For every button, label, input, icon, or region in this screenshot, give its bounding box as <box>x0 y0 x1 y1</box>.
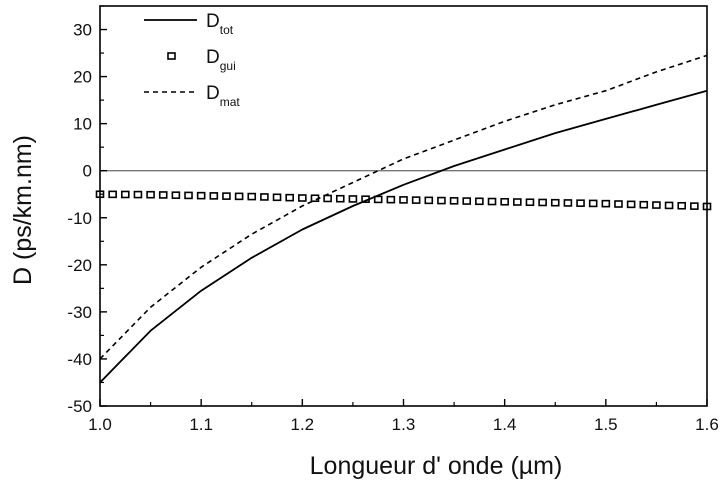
series-gui-marker <box>373 195 383 204</box>
series-gui-marker <box>348 195 358 203</box>
x-tick-label: 1.1 <box>189 415 213 434</box>
legend-item-gui: Dgui <box>167 47 236 73</box>
ticks-layer: 1.0 1.1 1.2 1.3 1.4 1.5 1.6 -50 -40 -30 -20 -10 0 10 2… <box>67 5 719 434</box>
legend-label: Dmat <box>206 83 240 109</box>
x-tick-label: 1.3 <box>392 415 416 434</box>
series-gui-marker <box>247 192 257 201</box>
series-gui-marker <box>323 194 332 203</box>
series-gui <box>95 190 712 211</box>
series-gui-marker <box>475 197 484 206</box>
series-gui-marker <box>108 190 117 199</box>
series-gui-marker <box>449 197 459 205</box>
series-gui-marker <box>171 191 181 199</box>
legend-swatch <box>167 52 176 60</box>
legend-item-tot: Dtot <box>144 11 234 37</box>
series-gui-marker <box>260 193 269 201</box>
series-gui-marker <box>639 200 649 209</box>
series-gui-marker <box>677 201 687 210</box>
y-tick-label: -40 <box>67 350 92 369</box>
x-tick-label: 1.0 <box>88 415 112 434</box>
series-gui-marker <box>399 196 408 204</box>
y-tick-label: 0 <box>83 162 92 181</box>
series-gui-marker <box>335 194 345 203</box>
series-gui-marker <box>133 190 143 199</box>
legend: Dtot Dgui Dmat <box>144 11 240 109</box>
series-tot-line <box>99 89 708 384</box>
series-mat <box>99 54 708 360</box>
y-tick-label: 30 <box>73 21 92 40</box>
series-gui-marker <box>550 198 560 207</box>
series-gui-marker <box>234 192 244 201</box>
plot-frame-layer <box>99 5 708 407</box>
plot-frame <box>99 5 708 407</box>
series-gui-marker <box>652 201 661 209</box>
series-gui-marker <box>690 202 699 210</box>
y-tick-label: -50 <box>67 397 92 416</box>
legend-label: Dtot <box>206 11 234 37</box>
series-gui-marker <box>525 198 535 207</box>
legend-label: Dgui <box>206 47 236 73</box>
y-tick-label: -30 <box>67 303 92 322</box>
y-tick-label: -10 <box>67 209 92 228</box>
series-gui-marker <box>196 191 206 200</box>
x-tick-label: 1.4 <box>493 415 517 434</box>
series-gui-marker <box>563 199 573 207</box>
series-gui-marker <box>500 197 509 206</box>
series-gui-marker <box>487 197 497 206</box>
series-gui-marker <box>209 192 219 200</box>
series-gui-marker <box>146 190 155 199</box>
series-gui-marker <box>576 199 585 207</box>
y-tick-label: 20 <box>73 68 92 87</box>
y-tick-label: 10 <box>73 115 92 134</box>
series-gui-marker <box>626 200 636 209</box>
series-gui-marker <box>184 191 193 200</box>
series-gui-marker <box>601 199 611 208</box>
x-tick-label: 1.6 <box>695 415 719 434</box>
series-gui-marker <box>386 195 396 204</box>
series-gui-marker <box>298 194 307 202</box>
y-axis-title: D (ps/km.nm) <box>9 135 37 285</box>
series-mat-line <box>99 54 708 360</box>
series-layer <box>95 54 712 384</box>
series-gui-marker <box>664 201 674 210</box>
series-gui-marker <box>513 198 522 206</box>
series-tot <box>99 89 708 384</box>
series-gui-marker <box>120 190 130 199</box>
series-gui-marker <box>588 199 598 208</box>
series-gui-marker <box>437 196 446 205</box>
series-gui-marker <box>411 196 421 204</box>
series-gui-marker <box>614 200 623 208</box>
series-gui-marker <box>424 196 434 205</box>
series-gui-marker <box>462 197 472 205</box>
series-gui-marker <box>538 198 547 207</box>
series-gui-marker <box>272 193 282 202</box>
x-tick-label: 1.5 <box>594 415 618 434</box>
x-axis-title: Longueur d' onde (µm) <box>310 452 563 480</box>
series-gui-marker <box>285 193 294 202</box>
series-gui-marker <box>361 195 370 203</box>
series-gui-marker <box>158 191 168 199</box>
y-tick-label: -20 <box>67 256 92 275</box>
x-tick-label: 1.2 <box>291 415 315 434</box>
legend-item-mat: Dmat <box>144 83 240 109</box>
series-gui-marker <box>222 192 231 200</box>
